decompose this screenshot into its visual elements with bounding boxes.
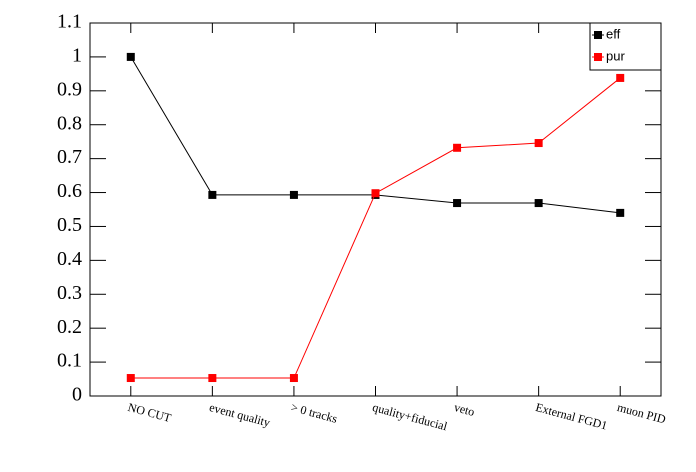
x-tick-label: veto — [453, 400, 477, 419]
series-marker — [208, 190, 217, 199]
series-marker — [289, 374, 298, 383]
series-marker — [534, 199, 543, 208]
series-marker — [616, 73, 625, 82]
y-tick-label: 0.7 — [57, 146, 82, 168]
plot-frame — [89, 22, 662, 397]
y-tick-label: 0.9 — [57, 78, 82, 100]
y-tick-label: 0 — [72, 384, 82, 406]
y-tick-label: 1 — [72, 45, 82, 67]
x-tick-label: External FGD1 — [534, 400, 609, 433]
x-tick-label: > 0 tracks — [289, 400, 339, 426]
series-marker — [616, 208, 625, 217]
series-marker — [126, 52, 135, 61]
series-marker — [126, 374, 135, 383]
series-marker — [371, 189, 380, 198]
series-marker — [453, 143, 462, 152]
x-tick-label: NO CUT — [126, 400, 173, 425]
x-tick-label: event quality — [208, 400, 272, 430]
x-tick-label: muon PID — [616, 400, 668, 426]
series-marker — [453, 199, 462, 208]
y-tick-label: 0.1 — [57, 350, 82, 372]
series-marker — [289, 190, 298, 199]
y-tick-label: 1.1 — [57, 11, 82, 33]
legend-label: pur — [606, 48, 625, 63]
legend-box — [589, 22, 662, 71]
series-line — [130, 77, 621, 379]
legend-label: eff — [606, 26, 621, 41]
series-marker — [534, 139, 543, 148]
series-marker — [208, 374, 217, 383]
y-tick-label: 0.2 — [57, 316, 82, 338]
x-tick-label: quality+fiducial — [371, 400, 449, 434]
y-tick-label: 0.8 — [57, 112, 82, 134]
y-tick-label: 0.4 — [57, 248, 82, 270]
y-tick-label: 0.6 — [57, 180, 82, 202]
y-tick-label: 0.3 — [57, 282, 82, 304]
y-tick-label: 0.5 — [57, 214, 82, 236]
